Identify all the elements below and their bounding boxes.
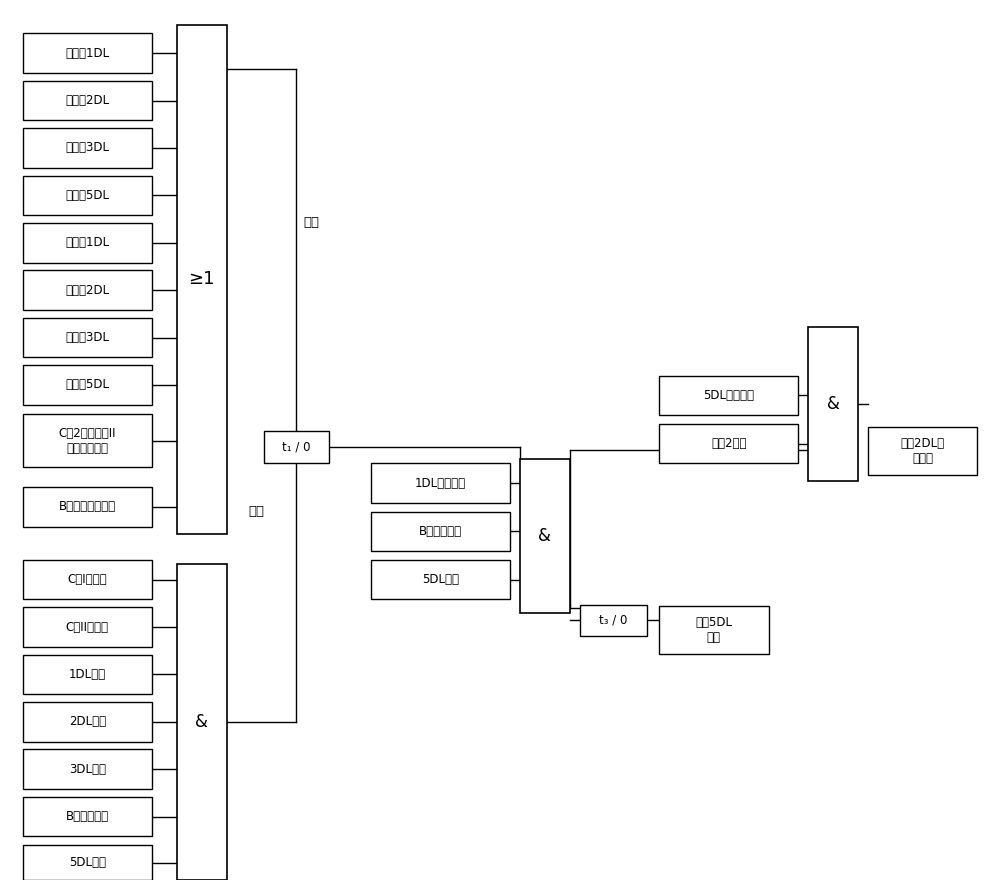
Text: &: & <box>195 713 208 731</box>
Bar <box>371 560 510 600</box>
Bar <box>23 702 152 742</box>
Text: 手动合3DL: 手动合3DL <box>65 331 109 344</box>
Bar <box>23 414 152 467</box>
Text: 2DL分位: 2DL分位 <box>69 715 106 728</box>
Bar <box>23 560 152 600</box>
Bar <box>23 81 152 120</box>
Bar <box>371 511 510 551</box>
Text: 手动分2DL: 手动分2DL <box>65 94 109 107</box>
Bar <box>23 750 152 789</box>
Text: &: & <box>827 396 840 413</box>
Bar <box>23 223 152 262</box>
Bar <box>868 426 977 475</box>
Text: B站母线有压: B站母线有压 <box>66 810 109 823</box>
Text: B站母线有压: B站母线有压 <box>419 525 462 538</box>
Bar <box>659 424 798 464</box>
Bar <box>23 318 152 358</box>
Text: C站2号主变（II
母）差动保护: C站2号主变（II 母）差动保护 <box>59 426 116 455</box>
Text: 充电: 充电 <box>248 505 264 518</box>
Text: 1DL合位: 1DL合位 <box>69 668 106 681</box>
Text: t₃ / 0: t₃ / 0 <box>599 614 628 627</box>
Text: 手动分5DL: 手动分5DL <box>65 189 109 202</box>
Bar <box>659 606 769 653</box>
Text: 手动合5DL: 手动合5DL <box>65 379 109 391</box>
Text: 手动合2DL: 手动合2DL <box>65 283 109 297</box>
Text: 5DL分位: 5DL分位 <box>69 857 106 869</box>
Text: 放电: 放电 <box>303 215 319 229</box>
Bar <box>659 375 798 415</box>
Bar <box>580 605 647 637</box>
Text: t₁ / 0: t₁ / 0 <box>282 441 311 453</box>
Bar <box>177 25 227 533</box>
Bar <box>520 459 570 613</box>
Bar <box>23 366 152 404</box>
Text: ≥1: ≥1 <box>188 270 215 288</box>
Text: 发出2DL合
闸命令: 发出2DL合 闸命令 <box>901 437 945 464</box>
Bar <box>23 176 152 215</box>
Bar <box>23 845 152 880</box>
Bar <box>264 431 329 463</box>
Bar <box>177 564 227 880</box>
Text: B站母线差动保护: B站母线差动保护 <box>59 501 116 513</box>
Bar <box>808 328 858 481</box>
Text: 3DL合位: 3DL合位 <box>69 763 106 776</box>
Text: C站II母有压: C站II母有压 <box>66 621 109 634</box>
Bar <box>23 654 152 694</box>
Text: 5DL分位: 5DL分位 <box>422 573 459 586</box>
Text: 手动分1DL: 手动分1DL <box>65 47 109 60</box>
Bar <box>23 128 152 168</box>
Bar <box>23 270 152 310</box>
Bar <box>371 464 510 503</box>
Text: 启动5DL
合闸: 启动5DL 合闸 <box>695 615 732 644</box>
Text: 1DL由合到分: 1DL由合到分 <box>415 477 466 490</box>
Text: 手动合1DL: 手动合1DL <box>65 237 109 249</box>
Text: 线路2有压: 线路2有压 <box>711 437 746 450</box>
Text: 5DL由分到合: 5DL由分到合 <box>703 389 754 402</box>
Text: &: & <box>538 527 551 545</box>
Text: C站I母有压: C站I母有压 <box>67 573 107 586</box>
Bar <box>23 34 152 73</box>
Text: 手动分3DL: 手动分3DL <box>65 141 109 155</box>
Bar <box>23 796 152 836</box>
Bar <box>23 608 152 647</box>
Bar <box>23 487 152 526</box>
